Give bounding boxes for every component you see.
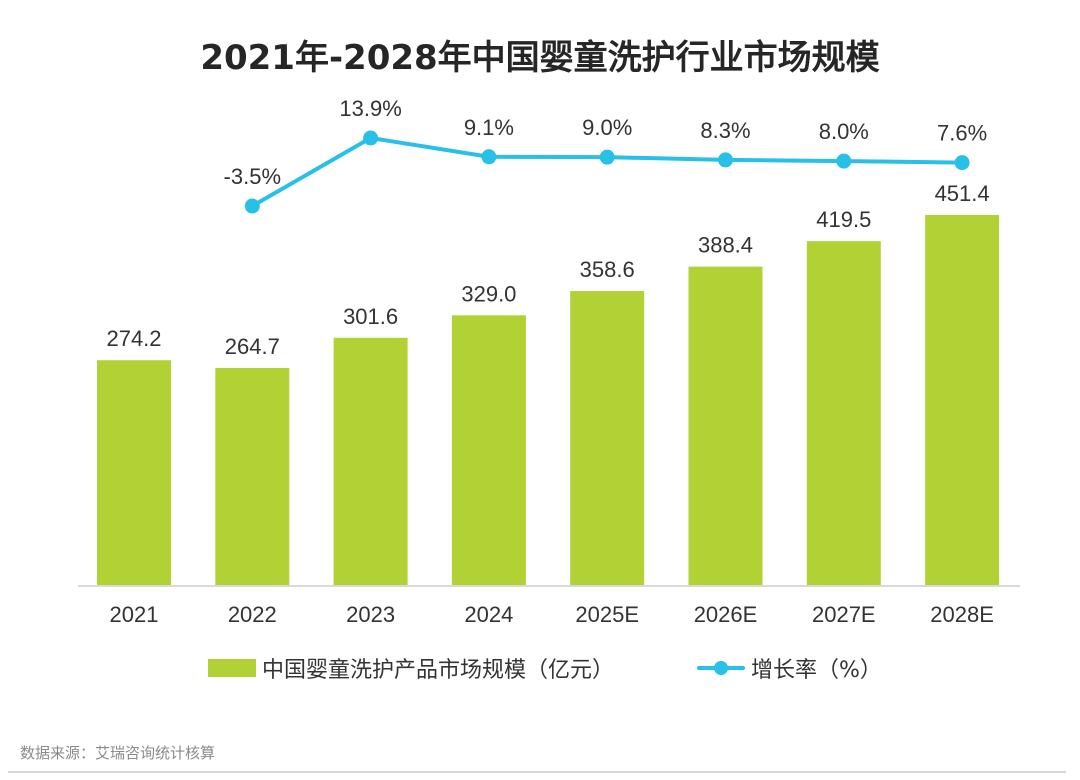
bar-value-label: 274.2: [106, 326, 161, 351]
bar-value-label: 419.5: [816, 207, 871, 232]
growth-point-2027E: [836, 153, 852, 169]
growth-point-2024: [481, 149, 497, 165]
legend-item-growth-rate: 增长率（%）: [697, 652, 882, 684]
growth-rate-line: [251, 136, 963, 208]
bar-value-label: 264.7: [225, 334, 280, 359]
x-tick-label: 2026E: [694, 602, 758, 627]
growth-rate-label: 7.6%: [937, 121, 987, 146]
growth-point-2025E: [599, 149, 615, 165]
growth-rate-label: -3.5%: [224, 164, 281, 189]
growth-rate-label: 9.0%: [582, 115, 632, 140]
x-tick-label: 2028E: [930, 602, 994, 627]
legend-line-marker-icon: [697, 659, 745, 677]
bar-2027E: [806, 241, 881, 585]
growth-rate-label: 13.9%: [339, 96, 401, 121]
bar-value-label: 329.0: [461, 281, 516, 306]
x-tick-label: 2027E: [812, 602, 876, 627]
growth-line-layer: [244, 130, 970, 214]
bar-2025E: [570, 291, 645, 585]
chart-title: 2021年-2028年中国婴童洗护行业市场规模: [200, 38, 880, 78]
data-source-note: 数据来源：艾瑞咨询统计核算: [20, 744, 216, 762]
x-tick-label: 2024: [464, 602, 513, 627]
bar-2022: [215, 368, 290, 585]
bar-2023: [333, 337, 408, 585]
legend-item-market-size: 中国婴童洗护产品市场规模（亿元）: [208, 652, 614, 684]
legend-bar-swatch-icon: [208, 659, 256, 677]
x-tick-label: 2022: [228, 602, 277, 627]
growth-point-2023: [363, 130, 379, 146]
bar-2024: [451, 315, 526, 585]
bar-2021: [97, 360, 171, 585]
labels-layer: 274.2 2021 264.7 2022 301.6 2023 329.0 2024 358.…: [106, 96, 993, 627]
bars-layer: [97, 214, 1000, 585]
bar-2028E: [925, 214, 1000, 585]
x-tick-label: 2025E: [575, 602, 639, 627]
bar-value-label: 301.6: [343, 304, 398, 329]
x-tick-label: 2023: [346, 602, 395, 627]
growth-point-2026E: [718, 152, 733, 168]
growth-rate-label: 8.3%: [700, 118, 750, 143]
bar-value-label: 388.4: [698, 233, 753, 258]
chart-canvas: 274.2 2021 264.7 2022 301.6 2023 329.0 2024 358.…: [78, 96, 1020, 627]
growth-point-2022: [244, 198, 260, 214]
legend-label-market-size: 中国婴童洗护产品市场规模（亿元）: [262, 658, 615, 683]
x-tick-label: 2021: [110, 602, 159, 627]
growth-rate-label: 9.1%: [464, 115, 514, 140]
legend-label-growth-rate: 增长率（%）: [751, 658, 882, 683]
bar-2026E: [688, 266, 763, 585]
bar-value-label: 451.4: [935, 181, 990, 206]
growth-point-2028E: [954, 155, 970, 171]
growth-rate-label: 8.0%: [819, 119, 869, 144]
bottom-divider: [8, 771, 1066, 773]
bar-value-label: 358.6: [580, 257, 635, 282]
legend: 中国婴童洗护产品市场规模（亿元） 增长率（%）: [0, 652, 1080, 686]
